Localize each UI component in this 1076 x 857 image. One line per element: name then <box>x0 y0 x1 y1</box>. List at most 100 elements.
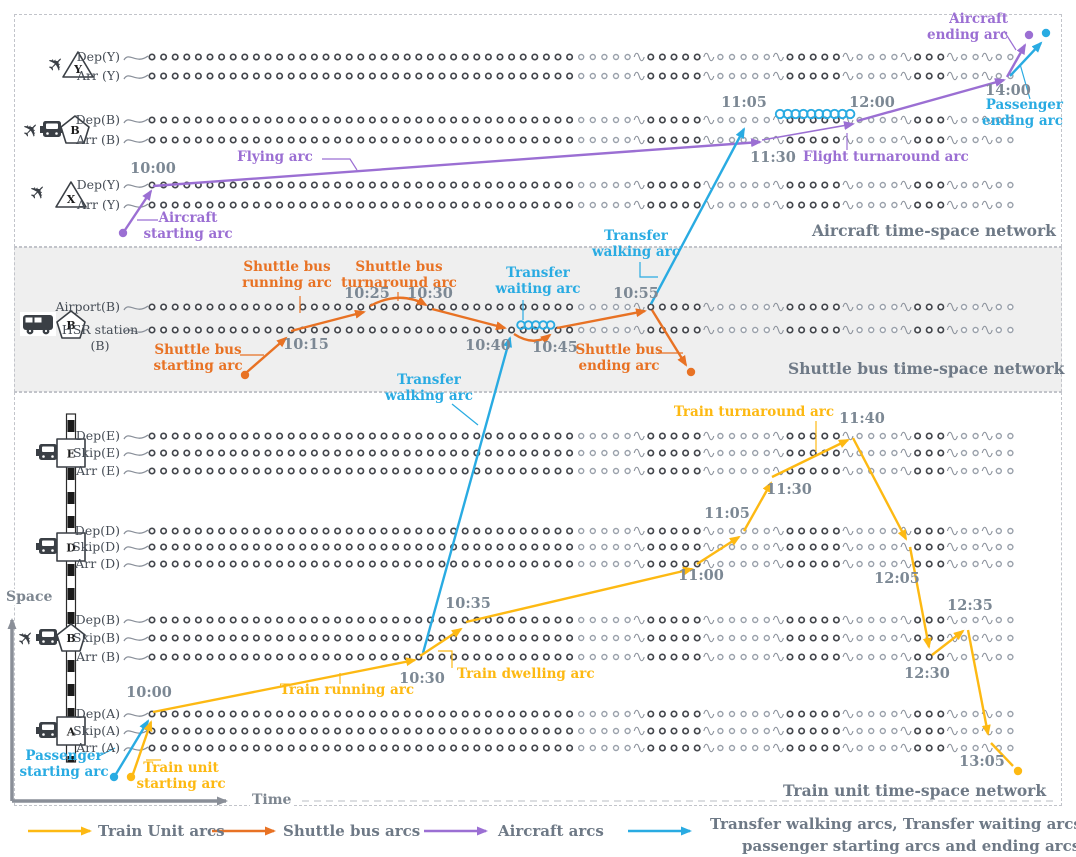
time-node-dot <box>879 543 886 551</box>
time-node-dot <box>601 432 608 440</box>
timeline-wave <box>981 135 993 145</box>
time-node-dot <box>299 303 307 311</box>
time-node-dot <box>426 432 434 440</box>
time-node-dot <box>740 653 747 661</box>
time-node-dot <box>322 744 330 752</box>
dot-row-arr_b_air <box>123 135 1014 145</box>
time-node-dot <box>717 727 724 735</box>
time-node-dot <box>345 710 353 718</box>
time-node-dot <box>241 53 249 61</box>
time-node-dot <box>171 527 179 535</box>
time-node-dot <box>670 53 678 61</box>
time-node-dot <box>925 201 933 209</box>
arc-label-al_tu_start: Train unit starting arc <box>136 760 226 792</box>
train-running-arc-4 <box>851 437 908 541</box>
time-node-dot <box>322 72 330 80</box>
arc-label-al_sb_end: Shuttle bus ending arc <box>575 342 663 374</box>
time-node-dot <box>740 710 747 718</box>
time-node-dot <box>252 560 260 568</box>
time-node-dot <box>647 303 655 311</box>
arc-label-al_flight_turn: Flight turnaround arc <box>803 149 969 165</box>
time-node-dot <box>589 181 596 189</box>
time-node-dot <box>241 181 249 189</box>
time-node-dot <box>264 727 272 735</box>
time-node-dot <box>392 467 400 475</box>
time-node-dot <box>554 116 562 124</box>
time-node-dot <box>508 560 516 568</box>
label-pointer-line <box>1003 30 1017 51</box>
timeline-wave <box>703 615 715 625</box>
time-node-dot <box>937 136 945 144</box>
time-node-dot <box>415 744 423 752</box>
time-node-dot <box>206 116 214 124</box>
time-node-dot <box>566 432 574 440</box>
time-node-dot <box>229 616 237 624</box>
time-node-dot <box>601 303 608 311</box>
row-label-arr_a: Arr (A) <box>76 740 120 755</box>
timeline-wave <box>946 200 958 210</box>
time-node-dot <box>206 449 214 457</box>
time-node-dot <box>612 201 620 209</box>
time-node-dot <box>368 72 376 80</box>
time-node-dot <box>566 616 574 624</box>
timeline-wave <box>842 180 854 190</box>
time-node-dot <box>914 181 922 189</box>
time-node-dot <box>856 53 863 61</box>
icons-station-E: E <box>36 438 86 468</box>
time-node-dot <box>809 560 817 568</box>
time-node-dot <box>601 72 608 80</box>
time-node-dot <box>752 201 759 209</box>
row-leading-squiggle <box>123 469 149 475</box>
time-node-dot <box>717 710 724 718</box>
time-node-dot <box>183 710 191 718</box>
time-node-dot <box>578 634 585 642</box>
time-node-dot <box>601 136 608 144</box>
time-node-dot <box>345 653 353 661</box>
time-node-dot <box>728 116 736 124</box>
time-node-dot <box>728 653 736 661</box>
time-label-tr_1140: 11:40 <box>839 410 885 427</box>
time-node-dot <box>450 560 458 568</box>
time-node-dot <box>566 53 574 61</box>
station-letter: B <box>70 124 79 137</box>
time-node-dot <box>403 616 411 624</box>
train-running-arc-3 <box>742 481 773 532</box>
shuttle-bus-starting-arc <box>240 336 288 380</box>
transfer-walking-arc-to-flight <box>649 127 746 305</box>
time-node-dot <box>450 72 458 80</box>
row-leading-squiggle <box>123 305 149 311</box>
train-unit-ending-arc <box>990 742 1023 776</box>
station-marker-pentagon: B <box>56 623 86 652</box>
time-node-dot <box>380 136 388 144</box>
arc-label-al_sb_turn: Shuttle bus turnaround arc <box>341 259 457 291</box>
time-node-dot <box>496 53 504 61</box>
time-node-dot <box>624 634 631 642</box>
time-node-dot <box>229 527 237 535</box>
time-node-dot <box>403 116 411 124</box>
time-node-dot <box>925 432 933 440</box>
time-node-dot <box>508 53 516 61</box>
time-node-dot <box>763 710 770 718</box>
time-node-dot <box>508 136 516 144</box>
time-node-dot <box>1007 449 1014 457</box>
time-node-dot <box>554 727 562 735</box>
time-node-dot <box>612 710 620 718</box>
timeline-wave <box>772 431 784 441</box>
timeline-wave <box>633 325 645 335</box>
time-node-dot <box>252 527 260 535</box>
time-node-dot <box>334 136 342 144</box>
row-label-dep_e: Dep(E) <box>75 428 120 443</box>
time-node-dot <box>183 303 191 311</box>
row-leading-squiggle <box>123 138 149 144</box>
time-node-dot <box>693 116 701 124</box>
time-node-dot <box>612 727 620 735</box>
time-node-dot <box>925 116 933 124</box>
time-node-dot <box>415 53 423 61</box>
time-node-dot <box>403 543 411 551</box>
time-node-dot <box>740 326 747 334</box>
time-node-dot <box>438 136 446 144</box>
time-node-dot <box>879 634 886 642</box>
time-node-dot <box>415 326 423 334</box>
time-node-dot <box>972 326 979 334</box>
time-node-dot <box>960 710 968 718</box>
